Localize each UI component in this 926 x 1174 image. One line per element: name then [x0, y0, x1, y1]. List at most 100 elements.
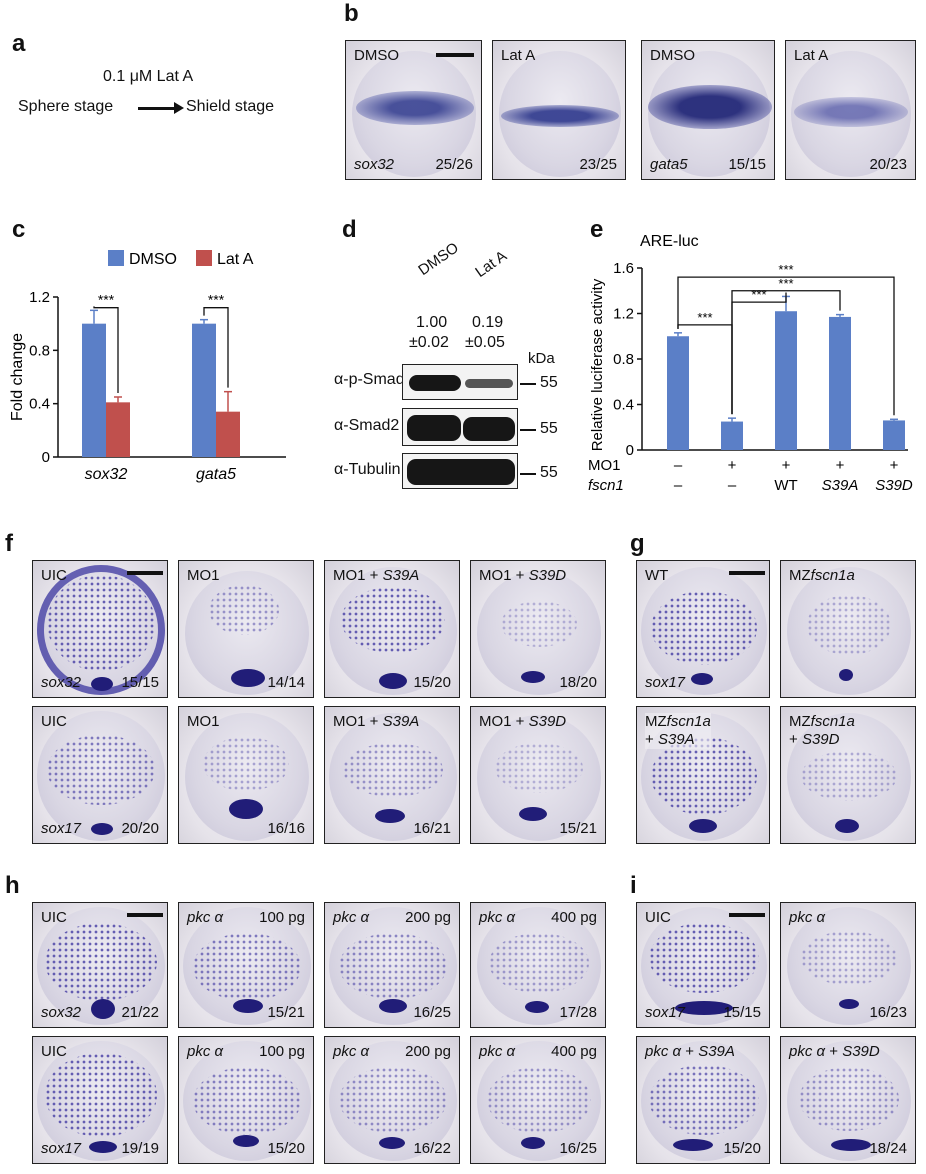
embryo-tile: MO1 + S39D 15/21	[470, 706, 606, 844]
panel-f-label: f	[5, 530, 13, 557]
x-row2-value: S39A	[822, 477, 859, 494]
y-tick-label: 1.2	[29, 289, 50, 306]
count-label: 15/20	[413, 674, 451, 691]
condition-label: UIC	[41, 909, 67, 926]
count-label: 15/15	[728, 156, 766, 173]
count-label: 17/28	[559, 1004, 597, 1021]
condition-label: pkc α	[789, 909, 826, 926]
quant-value: 0.19	[472, 314, 504, 331]
condition-label: MZfscn1a + S39D	[789, 713, 855, 748]
embryo-tile: MO1 16/16	[178, 706, 314, 844]
embryo-tile: DMSO sox32 25/26	[345, 40, 482, 180]
count-label: 16/25	[559, 1140, 597, 1157]
y-axis-label: Relative luciferase activity	[589, 278, 606, 451]
marker-label: 55	[520, 420, 558, 437]
embryo-tile: UIC sox32 15/15	[32, 560, 168, 698]
x-row1-value: +	[836, 457, 845, 474]
quant-value: 1.00	[416, 314, 448, 331]
dose-label: 100 pg	[259, 909, 305, 926]
count-label: 15/20	[267, 1140, 305, 1157]
count-label: 15/21	[559, 820, 597, 837]
x-row2-value: –	[728, 477, 737, 494]
embryo-tile: MO1 14/14	[178, 560, 314, 698]
condition-label: pkc α + S39A	[645, 1043, 735, 1060]
scale-bar	[729, 913, 765, 917]
significance-label: ***	[751, 287, 766, 302]
gene-label: sox32	[41, 1004, 82, 1021]
count-label: 15/20	[723, 1140, 761, 1157]
embryo-tile: pkc α 100 pg 15/21	[178, 902, 314, 1028]
x-row1-value: +	[890, 457, 899, 474]
significance-bracket	[731, 290, 841, 415]
embryo-tile: MO1 + S39D 18/20	[470, 560, 606, 698]
embryo-tile: UIC sox17 15/15	[636, 902, 770, 1028]
dose-label: 200 pg	[405, 1043, 451, 1060]
gene-label: sox32	[41, 674, 82, 691]
bar	[829, 316, 851, 450]
legend-swatch	[108, 250, 124, 266]
dose-label: 200 pg	[405, 909, 451, 926]
embryo-tile: UIC sox17 20/20	[32, 706, 168, 844]
panel-g-label: g	[630, 530, 645, 557]
count-label: 20/23	[869, 156, 907, 173]
embryo-tile: MZfscn1a + S39D	[780, 706, 916, 844]
bar	[667, 336, 689, 450]
significance-label: ***	[697, 310, 712, 325]
embryo-tile: MZfscn1a + S39A	[636, 706, 770, 844]
condition-label: pkc α	[333, 909, 370, 926]
scale-bar	[127, 571, 163, 575]
y-axis-label: Fold change	[9, 333, 26, 421]
condition-label: pkc α	[479, 909, 516, 926]
legend-label: DMSO	[129, 251, 177, 268]
embryo-tile: pkc α 400 pg 16/25	[470, 1036, 606, 1164]
significance-label: ***	[778, 276, 793, 291]
bar	[775, 311, 797, 450]
gene-label: sox17	[645, 674, 686, 691]
legend-swatch	[196, 250, 212, 266]
condition-label: pkc α	[333, 1043, 370, 1060]
embryo-tile: DMSO gata5 15/15	[641, 40, 775, 180]
blot-row-label: α-Smad2	[334, 417, 400, 434]
embryo-tile: pkc α 400 pg 17/28	[470, 902, 606, 1028]
condition-label: pkc α	[479, 1043, 516, 1060]
bar	[192, 323, 216, 457]
dose-label: 400 pg	[551, 1043, 597, 1060]
luciferase-chart: 0 0.4 0.8 1.2 1.6 Relative luciferase activit…	[588, 233, 913, 494]
bar	[721, 421, 743, 450]
x-row1-value: +	[782, 457, 791, 474]
gene-label: sox17	[645, 1004, 686, 1021]
bar	[82, 323, 106, 457]
embryo-tile: MO1 + S39A 15/20	[324, 560, 460, 698]
quant-error: ±0.02	[409, 334, 449, 351]
embryo-tile: pkc α + S39D 18/24	[780, 1036, 916, 1164]
western-blot	[402, 364, 518, 400]
chart-title: ARE-luc	[640, 233, 699, 250]
count-label: 15/21	[267, 1004, 305, 1021]
bar	[883, 420, 905, 450]
count-label: 15/15	[723, 1004, 761, 1021]
western-blot	[402, 453, 518, 489]
condition-label: Lat A	[794, 47, 829, 64]
significance-label: ***	[98, 292, 115, 308]
embryo-tile: UIC sox17 19/19	[32, 1036, 168, 1164]
x-row2-value: –	[674, 477, 683, 494]
significance-bracket	[93, 306, 119, 393]
embryo-tile: pkc α 16/23	[780, 902, 916, 1028]
condition-label: WT	[645, 567, 669, 584]
panel-c-label: c	[12, 216, 26, 243]
count-label: 18/24	[869, 1140, 907, 1157]
condition-label: DMSO	[650, 47, 695, 64]
y-tick-label: 0.8	[29, 342, 50, 359]
scale-bar	[436, 53, 474, 57]
embryo-tile: MO1 + S39A 16/21	[324, 706, 460, 844]
marker-label: 55	[520, 464, 558, 481]
condition-label: UIC	[41, 567, 67, 584]
panel-a-label: a	[12, 30, 26, 57]
x-row2-label: fscn1	[588, 477, 624, 494]
dose-label: 400 pg	[551, 909, 597, 926]
y-tick-label: 0.8	[613, 351, 634, 368]
gene-label: gata5	[650, 156, 688, 173]
shield-stage-label: Shield stage	[186, 98, 275, 115]
count-label: 18/20	[559, 674, 597, 691]
x-row1-value: –	[674, 457, 683, 474]
